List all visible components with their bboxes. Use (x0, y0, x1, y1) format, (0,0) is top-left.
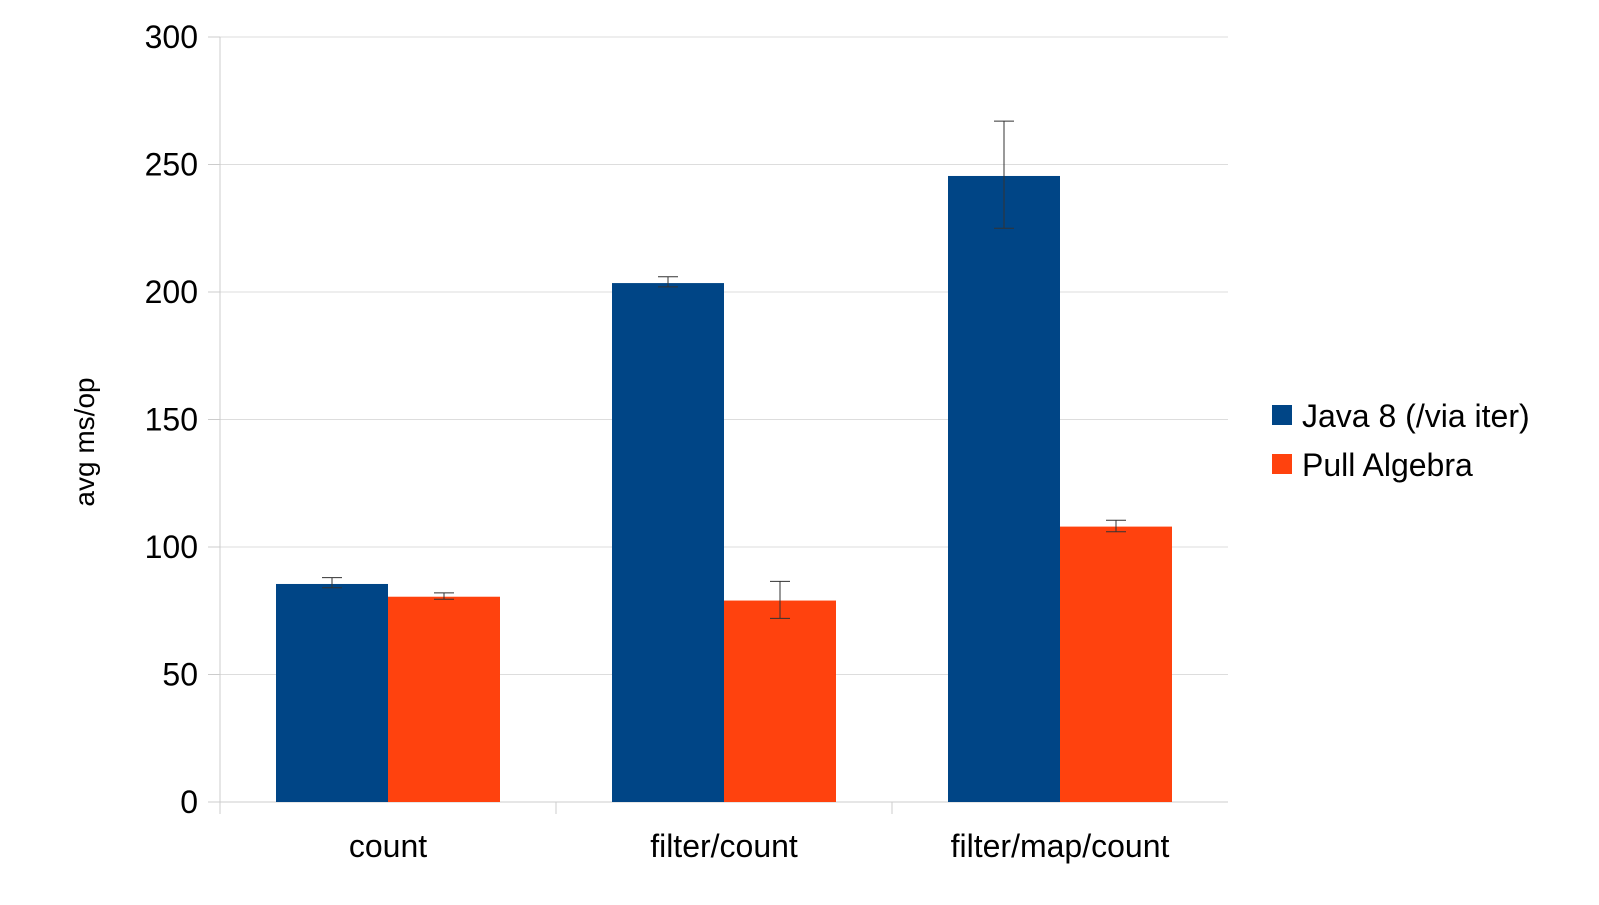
y-tick-label: 300 (145, 19, 198, 55)
error-bars (322, 120, 1126, 619)
bars (276, 175, 1172, 803)
bar-pull-algebra-filter-map-count (1060, 526, 1172, 802)
bar-java-8-via-iter-count (276, 583, 388, 802)
bar-java-8-via-iter-filter-count (612, 283, 724, 802)
y-tick-label: 50 (162, 657, 198, 693)
y-tick-label: 200 (145, 274, 198, 310)
legend-swatch (1272, 405, 1292, 425)
bar-pull-algebra-filter-count (724, 600, 836, 802)
y-tick-label: 0 (180, 784, 198, 820)
x-category-labels: count filter/count filter/map/count (349, 828, 1170, 864)
y-tick-label: 150 (145, 402, 198, 438)
y-axis-title: avg ms/op (69, 377, 100, 506)
x-category-label: filter/count (650, 828, 798, 864)
legend: Java 8 (/via iter) Pull Algebra (1272, 398, 1530, 483)
x-category-label: count (349, 828, 427, 864)
y-tick-label: 100 (145, 529, 198, 565)
y-tick-label: 250 (145, 147, 198, 183)
bar-pull-algebra-count (388, 596, 500, 802)
legend-label: Pull Algebra (1302, 447, 1473, 483)
bar-java-8-via-iter-filter-map-count (948, 175, 1060, 803)
legend-swatch (1272, 454, 1292, 474)
x-category-label: filter/map/count (951, 828, 1170, 864)
legend-label: Java 8 (/via iter) (1302, 398, 1530, 434)
y-tick-labels: 0 50 100 150 200 250 300 (145, 19, 198, 820)
